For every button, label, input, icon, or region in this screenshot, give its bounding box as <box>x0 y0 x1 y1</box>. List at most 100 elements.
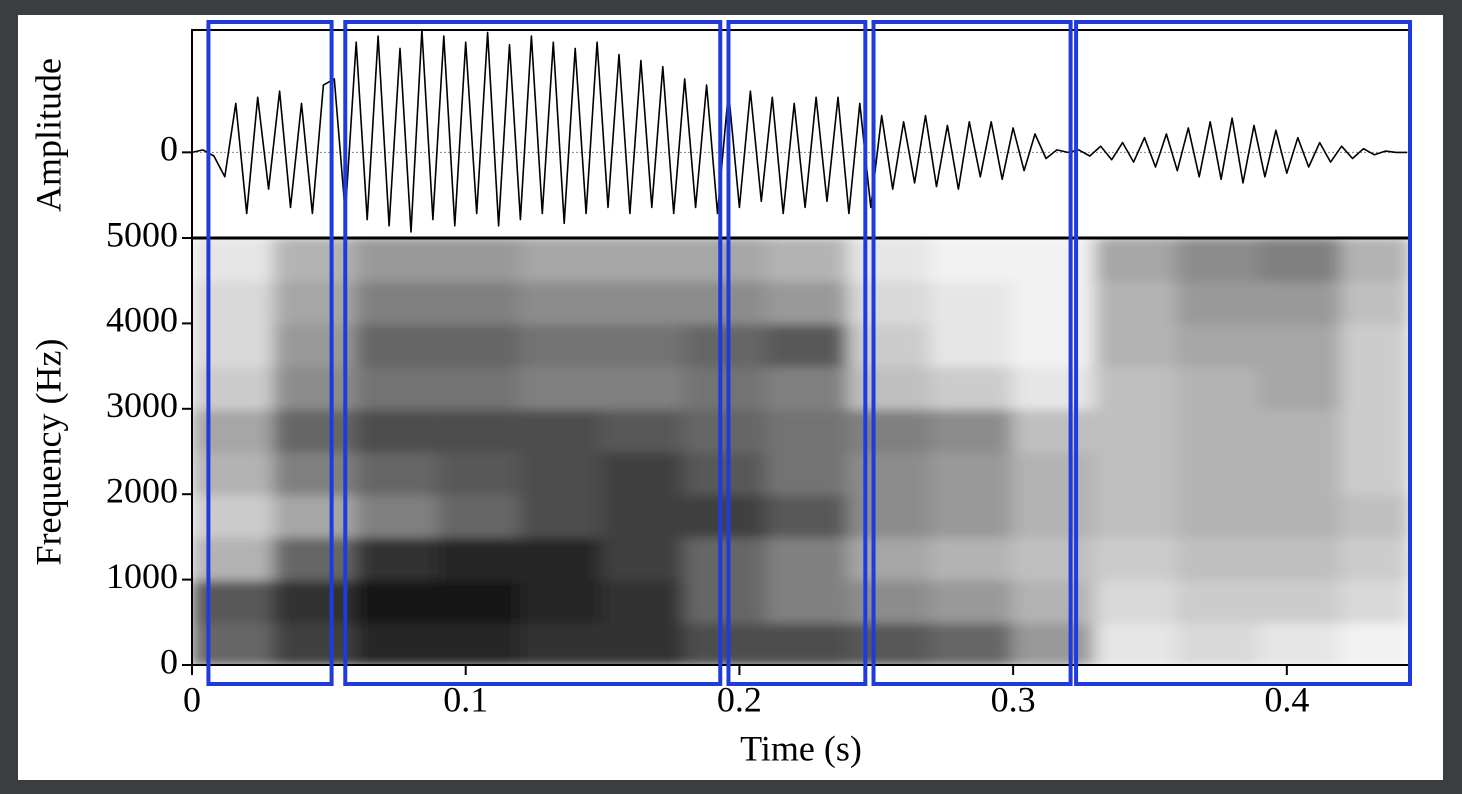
spectrogram-cell <box>765 535 850 581</box>
spectrogram-cell <box>1340 621 1410 665</box>
spectrogram-cell <box>683 493 768 538</box>
spectrogram-cell <box>683 238 768 282</box>
spectrogram-cell <box>1012 450 1097 496</box>
spectrogram-cell <box>273 322 358 368</box>
y-tick-label: 5000 <box>106 214 178 254</box>
spectrogram-cell <box>1094 238 1179 282</box>
spectrogram-cell <box>355 493 440 538</box>
spectrogram-cell <box>273 621 358 665</box>
spectrogram-cell <box>1340 365 1410 410</box>
spectrogram-cell <box>930 238 1015 282</box>
spectrogram-cell <box>355 578 440 624</box>
y-tick-label: 3000 <box>106 385 178 425</box>
spectrogram-cell <box>273 578 358 624</box>
spectrogram-cell <box>519 407 604 453</box>
spectrogram-cell <box>1176 535 1261 581</box>
spectrogram-cell <box>683 450 768 496</box>
spectrogram-cell <box>1258 407 1343 453</box>
spectrogram-cell <box>1176 493 1261 538</box>
spectrogram-cell <box>437 621 522 665</box>
spectrogram-cell <box>930 407 1015 453</box>
spectrogram-cell <box>1258 578 1343 624</box>
amplitude-label: Amplitude <box>28 58 68 212</box>
spectrogram-cell <box>273 365 358 410</box>
segment-box <box>1074 20 1412 686</box>
spectrogram-cell <box>1094 407 1179 453</box>
spectrogram-cell <box>1176 322 1261 368</box>
segment-box <box>343 20 723 686</box>
spectrogram-cell <box>601 322 686 368</box>
spectrogram-cell <box>930 279 1015 325</box>
spectrogram-cell <box>437 535 522 581</box>
spectrogram-cell <box>355 450 440 496</box>
spectrogram-cell <box>847 322 933 368</box>
y-tick-label: 0 <box>160 641 178 681</box>
segment-box <box>871 20 1073 686</box>
y-tick-label: 1000 <box>106 556 178 596</box>
spectrogram-cell <box>1012 279 1097 325</box>
spectrogram-cell <box>1340 535 1410 581</box>
spectrogram-cell <box>1258 238 1343 282</box>
spectrogram-cell <box>519 621 604 665</box>
spectrogram-cell <box>437 450 522 496</box>
spectrogram-cell <box>930 365 1015 410</box>
spectrogram-cell <box>847 621 933 665</box>
spectrogram-cell <box>1094 279 1179 325</box>
spectrogram-cell <box>601 407 686 453</box>
spectrogram-cell <box>847 450 933 496</box>
spectrogram-cell <box>1176 238 1261 282</box>
spectrogram-cell <box>1094 578 1179 624</box>
frequency-label: Frequency (Hz) <box>28 339 68 566</box>
spectrogram-cell <box>847 493 933 538</box>
spectrogram-cell <box>1258 279 1343 325</box>
spectrogram-cell <box>1176 407 1261 453</box>
spectrogram-cell <box>437 578 522 624</box>
spectrogram-cell <box>1094 450 1179 496</box>
spectrogram-cell <box>519 365 604 410</box>
spectrogram-cell <box>1258 535 1343 581</box>
spectrogram-cell <box>765 621 850 665</box>
spectrogram-cell <box>519 450 604 496</box>
y-tick-label: 4000 <box>106 300 178 340</box>
spectrogram-cell <box>437 322 522 368</box>
spectrogram-cell <box>273 238 358 282</box>
spectrogram-cell <box>1094 535 1179 581</box>
spectrogram-cell <box>1340 407 1410 453</box>
spectrogram-cell <box>1094 322 1179 368</box>
spectrogram-cell <box>601 621 686 665</box>
spectrogram-cell <box>519 238 604 282</box>
spectrogram-cell <box>1012 238 1097 282</box>
spectrogram-cell <box>930 621 1015 665</box>
spectrogram-cell <box>683 279 768 325</box>
spectrogram-cell <box>273 407 358 453</box>
spectrogram-cell <box>601 578 686 624</box>
spectrogram-cell <box>192 322 276 368</box>
spectrogram-cell <box>1258 621 1343 665</box>
spectrogram-cell <box>1258 493 1343 538</box>
spectrogram-cell <box>1340 238 1410 282</box>
spectrogram-cell <box>355 535 440 581</box>
spectrogram-cell <box>192 279 276 325</box>
spectrogram-cell <box>683 578 768 624</box>
spectrogram-cell <box>192 450 276 496</box>
spectrogram-cell <box>1176 578 1261 624</box>
spectrogram-cell <box>847 279 933 325</box>
spectrogram-cell <box>1094 365 1179 410</box>
spectrogram-cell <box>355 238 440 282</box>
spectrogram-cell <box>1176 621 1261 665</box>
x-tick-label: 0 <box>183 679 201 719</box>
spectrogram-cell <box>1258 322 1343 368</box>
spectrogram-cell <box>437 238 522 282</box>
spectrogram-cell <box>683 365 768 410</box>
spectrogram-cell <box>1012 621 1097 665</box>
spectrogram-cell <box>519 578 604 624</box>
spectrogram-cell <box>1176 279 1261 325</box>
spectrogram-cell <box>355 407 440 453</box>
spectrogram-cell <box>273 535 358 581</box>
spectrogram-cell <box>1012 407 1097 453</box>
spectrogram-cell <box>765 279 850 325</box>
spectrogram-cell <box>1012 493 1097 538</box>
spectrogram-cell <box>601 238 686 282</box>
